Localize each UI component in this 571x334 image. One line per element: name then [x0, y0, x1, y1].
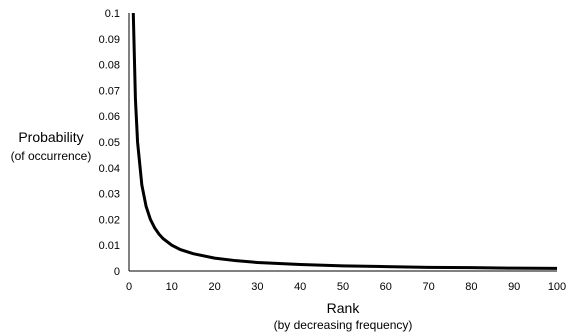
x-tick-label: 70 — [422, 281, 434, 293]
x-tick-label: 30 — [251, 281, 263, 293]
y-axis-ticks: 0 0.01 0.02 0.03 0.04 0.05 0.06 0.07 0.08 0.09 0.1 — [99, 8, 120, 278]
x-axis-subtitle: (by decreasing frequency) — [274, 318, 413, 332]
y-tick-label: 0.06 — [99, 111, 120, 123]
y-tick-label: 0.09 — [99, 34, 120, 46]
y-tick-label: 0.04 — [99, 163, 120, 175]
x-tick-label: 90 — [508, 281, 520, 293]
x-tick-label: 100 — [548, 281, 566, 293]
y-tick-label: 0.08 — [99, 60, 120, 72]
y-tick-label: 0.01 — [99, 240, 120, 252]
x-tick-label: 20 — [208, 281, 220, 293]
y-tick-label: 0.07 — [99, 85, 120, 97]
x-tick-label: 0 — [126, 281, 132, 293]
y-tick-label: 0 — [114, 266, 120, 278]
series-line-zipf-curve — [131, 12, 558, 270]
y-tick-label: 0.05 — [99, 137, 120, 149]
y-axis-title: Probability — [18, 129, 83, 145]
y-tick-label: 0.1 — [105, 8, 120, 20]
x-tick-label: 40 — [294, 281, 306, 293]
x-tick-label: 10 — [166, 281, 178, 293]
y-axis-subtitle: (of occurrence) — [11, 149, 92, 163]
x-axis-ticks: 0 10 20 30 40 50 60 70 80 90 100 — [126, 281, 566, 293]
x-axis-title: Rank — [327, 300, 361, 316]
y-tick-label: 0.03 — [99, 189, 120, 201]
x-tick-label: 60 — [380, 281, 392, 293]
x-tick-label: 50 — [337, 281, 349, 293]
y-tick-label: 0.02 — [99, 214, 120, 226]
x-tick-label: 80 — [465, 281, 477, 293]
